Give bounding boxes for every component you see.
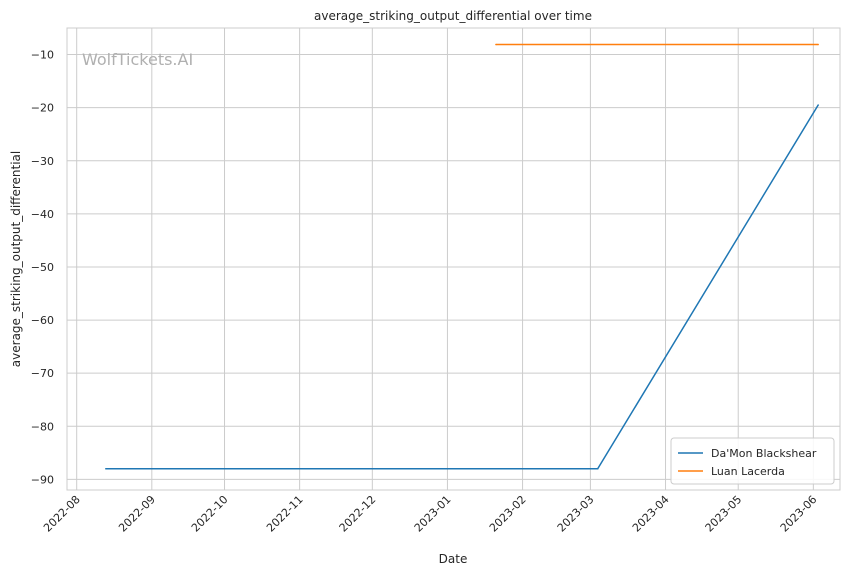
legend-label-series-1: Da'Mon Blackshear [711, 447, 817, 460]
plot-area [66, 27, 841, 491]
grid [67, 28, 840, 490]
legend-label-series-2: Luan Lacerda [711, 465, 785, 478]
x-tick-label: 2023-06 [778, 493, 820, 535]
x-axis-label: Date [439, 552, 468, 566]
series-1-point [817, 104, 819, 106]
x-tick-label: 2023-01 [412, 493, 454, 535]
y-tick-label: −30 [31, 155, 54, 168]
x-tick-label: 2022-12 [337, 493, 379, 535]
x-tick-label: 2023-05 [703, 493, 745, 535]
x-tick-label: 2023-03 [555, 493, 597, 535]
x-tick-label: 2022-08 [41, 493, 83, 535]
series-2-point [495, 43, 497, 46]
y-tick-label: −90 [31, 473, 54, 486]
y-tick-label: −20 [31, 102, 54, 115]
legend: Da'Mon Blackshear Luan Lacerda [670, 437, 835, 485]
x-axis-ticks: 2022-08 2022-09 2022-10 2022-11 2022-12 2023-… [41, 493, 819, 535]
legend-box [670, 437, 835, 485]
y-axis-ticks: −10 −20 −30 −40 −50 −60 −70 −80 −90 [31, 49, 54, 487]
y-tick-label: −80 [31, 420, 54, 433]
series-1-point [105, 468, 107, 470]
series-2-point [817, 43, 819, 46]
x-tick-label: 2023-04 [630, 493, 672, 535]
series-1-point [596, 468, 599, 470]
chart-title: average_striking_output_differential ove… [314, 9, 592, 23]
y-tick-label: −60 [31, 314, 54, 327]
x-tick-label: 2023-02 [487, 493, 529, 535]
y-tick-label: −40 [31, 208, 54, 221]
x-tick-label: 2022-11 [264, 493, 306, 535]
series-lines [105, 43, 819, 470]
y-tick-label: −50 [31, 261, 54, 274]
watermark: WolfTickets.AI [82, 50, 193, 69]
x-tick-label: 2022-09 [116, 493, 158, 535]
x-tick-label: 2022-10 [189, 493, 231, 535]
y-tick-label: −70 [31, 367, 54, 380]
y-tick-label: −10 [31, 49, 54, 62]
y-axis-label: average_striking_output_differential [9, 151, 23, 367]
